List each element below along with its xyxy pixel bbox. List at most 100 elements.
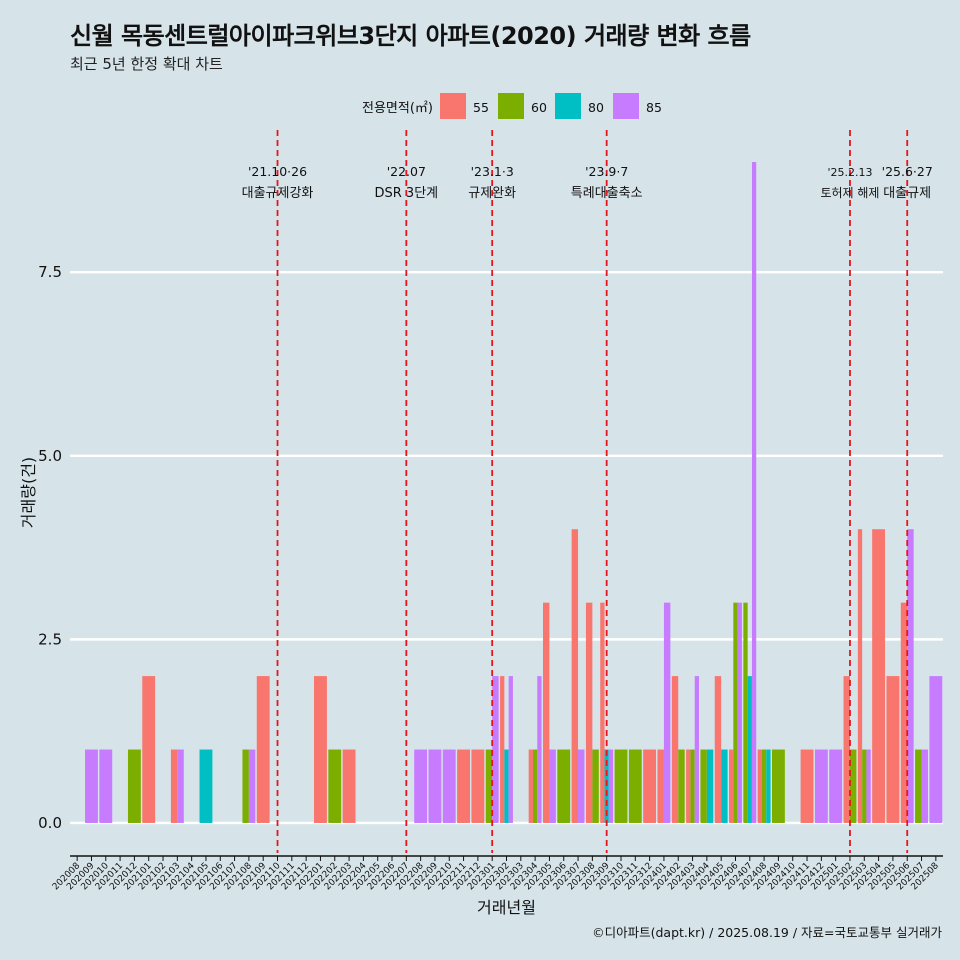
bar-202101-55	[142, 676, 156, 823]
bar-202305-55	[542, 602, 550, 823]
bar-202406-55	[729, 749, 734, 823]
bar-202503-85	[866, 749, 871, 823]
bar-202304-55	[528, 749, 533, 823]
bar-202012-60	[127, 749, 141, 823]
bar-202406-85	[737, 602, 742, 823]
x-axis-title: 거래년월	[477, 898, 536, 917]
bar-202508-85	[929, 676, 943, 823]
bar-202211-55	[457, 749, 471, 823]
legend-swatch-55	[440, 93, 466, 119]
y-axis-title: 거래량(건)	[19, 457, 38, 528]
bar-202506-55	[900, 602, 908, 823]
bar-202010-85	[99, 749, 113, 823]
bar-202404-60	[700, 749, 707, 823]
legend-swatch-60	[498, 93, 524, 119]
y-tick-label: 5.0	[38, 447, 62, 465]
bar-202503-55	[857, 529, 863, 823]
bar-202406-60	[733, 602, 738, 823]
legend-label-85: 85	[646, 100, 662, 115]
bar-202401-85	[663, 602, 671, 823]
bar-202306-60	[557, 749, 571, 823]
bar-202407-80	[747, 676, 752, 823]
bar-202502-55	[843, 676, 850, 823]
bar-202507-60	[915, 749, 922, 823]
bar-202412-85	[814, 749, 828, 823]
event-date-label: '22.07	[387, 164, 426, 179]
bar-202103-55	[170, 749, 178, 823]
bar-202307-85	[578, 749, 585, 823]
event-policy-label: DSR 3단계	[375, 186, 439, 201]
bar-202309-80	[604, 749, 609, 823]
bar-202309-85	[608, 749, 614, 823]
bar-202403-85	[694, 676, 699, 823]
bar-202403-60	[690, 749, 695, 823]
bar-202302-80	[504, 749, 509, 823]
bar-202105-80	[199, 749, 213, 823]
event-date-label: '21.10·26	[248, 164, 307, 179]
event-date-label: '25.6·27	[882, 164, 933, 179]
y-tick-label: 2.5	[38, 630, 62, 648]
bar-202405-55	[714, 676, 722, 823]
bar-202308-55	[585, 602, 593, 823]
bar-202402-55	[671, 676, 679, 823]
bar-202308-60	[592, 749, 599, 823]
bar-202402-60	[678, 749, 685, 823]
legend-swatch-80	[555, 93, 581, 119]
legend-label-80: 80	[588, 100, 604, 115]
bar-202408-60	[761, 749, 767, 823]
legend-label-60: 60	[531, 100, 547, 115]
bar-202304-60	[532, 749, 538, 823]
bar-202312-55	[643, 749, 657, 823]
legend-label-55: 55	[473, 100, 489, 115]
bar-202212-55	[471, 749, 485, 823]
bar-202201-55	[314, 676, 327, 823]
event-policy-label: 대출규제	[883, 186, 931, 201]
bar-202407-85	[751, 162, 757, 823]
bar-202311-60	[628, 749, 642, 823]
bar-202305-85	[549, 749, 556, 823]
bar-202411-55	[800, 749, 814, 823]
bar-202302-55	[500, 676, 505, 823]
bar-202506-85	[907, 529, 914, 823]
legend-swatch-85	[613, 93, 639, 119]
bar-202310-60	[614, 749, 628, 823]
event-date-label: '25.2.13	[827, 166, 872, 179]
source-caption: ©디아파트(dapt.kr) / 2025.08.19 / 자료=국토교통부 실…	[592, 925, 942, 940]
event-date-label: '23.9·7	[585, 164, 628, 179]
bar-202209-85	[428, 749, 442, 823]
bar-202401-55	[657, 749, 664, 823]
bar-202108-60	[242, 749, 249, 823]
bar-202009-85	[85, 749, 98, 823]
bar-202108-85	[248, 749, 256, 823]
bar-202505-55	[886, 676, 900, 823]
bar-202309-55	[600, 602, 605, 823]
chart-title: 신월 목동센트럴아이파크위브3단지 아파트(2020) 거래량 변화 흐름	[70, 22, 751, 50]
bar-202507-85	[921, 749, 928, 823]
bar-202409-60	[771, 749, 785, 823]
event-policy-label: 특례대출축소	[571, 186, 643, 201]
bar-202203-55	[342, 749, 356, 823]
bar-202408-80	[766, 749, 771, 823]
bar-202403-55	[686, 749, 691, 823]
bar-202502-60	[849, 749, 857, 823]
event-date-label: '23.1·3	[471, 164, 514, 179]
legend-title: 전용면적(㎡)	[362, 101, 433, 116]
bar-202302-85	[508, 676, 513, 823]
bar-202210-85	[442, 749, 456, 823]
bar-202103-85	[177, 749, 184, 823]
bar-202301-85	[492, 676, 499, 823]
bar-202109-55	[256, 676, 270, 823]
bar-202407-60	[743, 602, 748, 823]
bar-202208-85	[414, 749, 428, 823]
bar-202202-60	[328, 749, 342, 823]
bar-202307-55	[571, 529, 579, 823]
bar-202301-60	[485, 749, 493, 823]
bar-202304-85	[537, 676, 542, 823]
y-tick-label: 0.0	[38, 814, 62, 832]
chart-subtitle: 최근 5년 한정 확대 차트	[70, 55, 223, 73]
event-policy-label: 대출규제강화	[242, 186, 314, 201]
bar-202408-55	[757, 749, 762, 823]
bar-202501-85	[829, 749, 843, 823]
event-policy-label: 규제완화	[468, 186, 516, 201]
